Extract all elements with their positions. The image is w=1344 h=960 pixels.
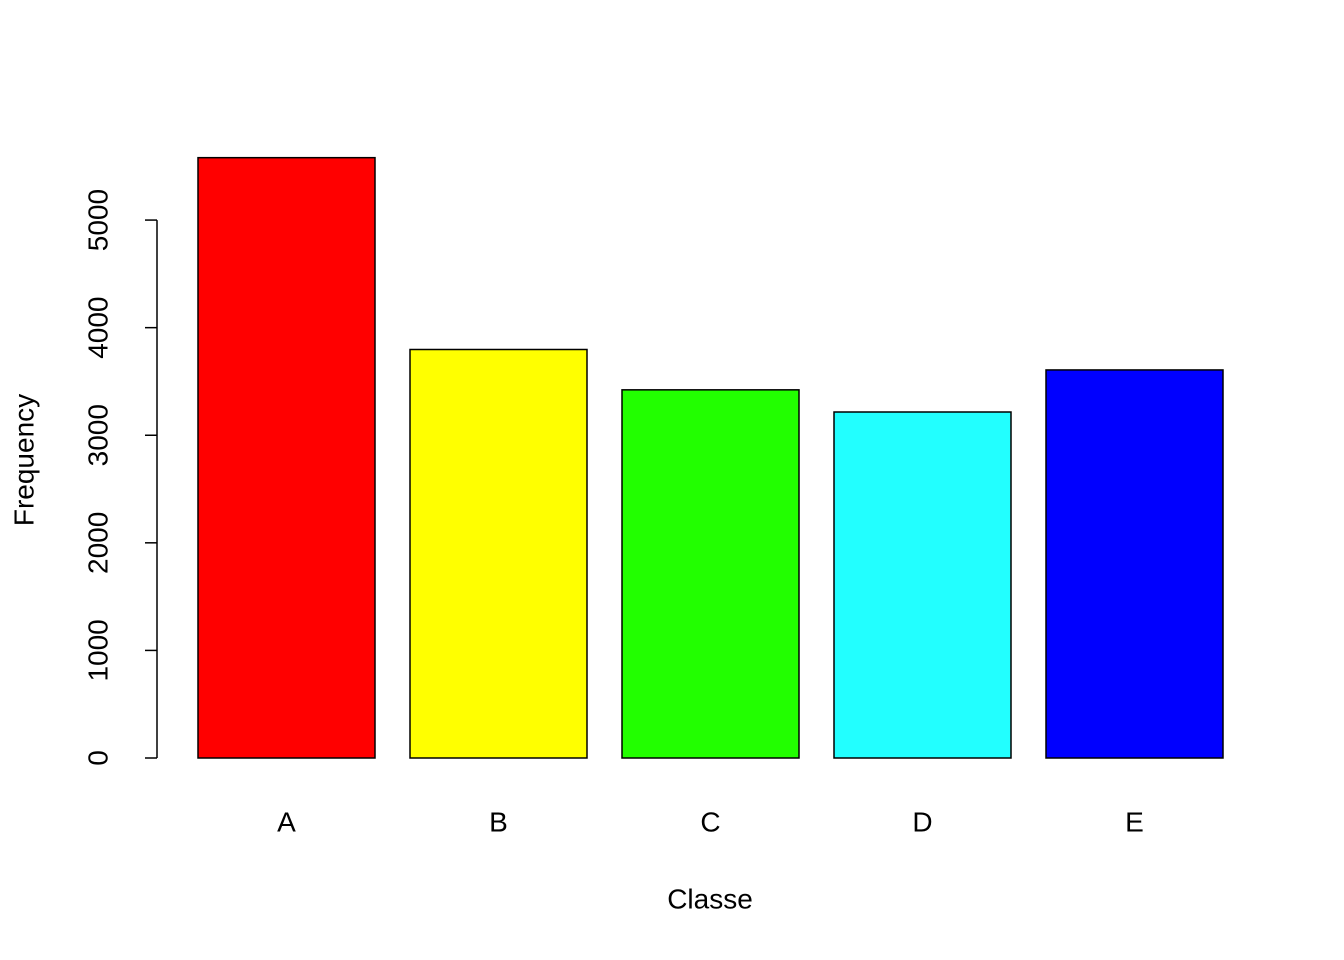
bar	[409, 348, 588, 759]
y-tick-label: 3000	[82, 404, 113, 466]
bar	[1045, 369, 1224, 759]
y-tick-label: 0	[82, 750, 113, 766]
x-tick-label: E	[1125, 806, 1144, 837]
bar	[621, 389, 800, 759]
y-axis-label: Frequency	[8, 394, 39, 526]
bar	[197, 156, 376, 759]
x-tick-label: D	[912, 806, 932, 837]
bar	[833, 411, 1012, 759]
x-tick-label: A	[277, 806, 296, 837]
y-tick-label: 5000	[82, 189, 113, 251]
y-tick-label: 4000	[82, 297, 113, 359]
x-tick-label: C	[700, 806, 720, 837]
x-tick-label: B	[489, 806, 508, 837]
y-tick-label: 1000	[82, 619, 113, 681]
x-axis-label: Classe	[667, 883, 753, 914]
y-tick-label: 2000	[82, 512, 113, 574]
